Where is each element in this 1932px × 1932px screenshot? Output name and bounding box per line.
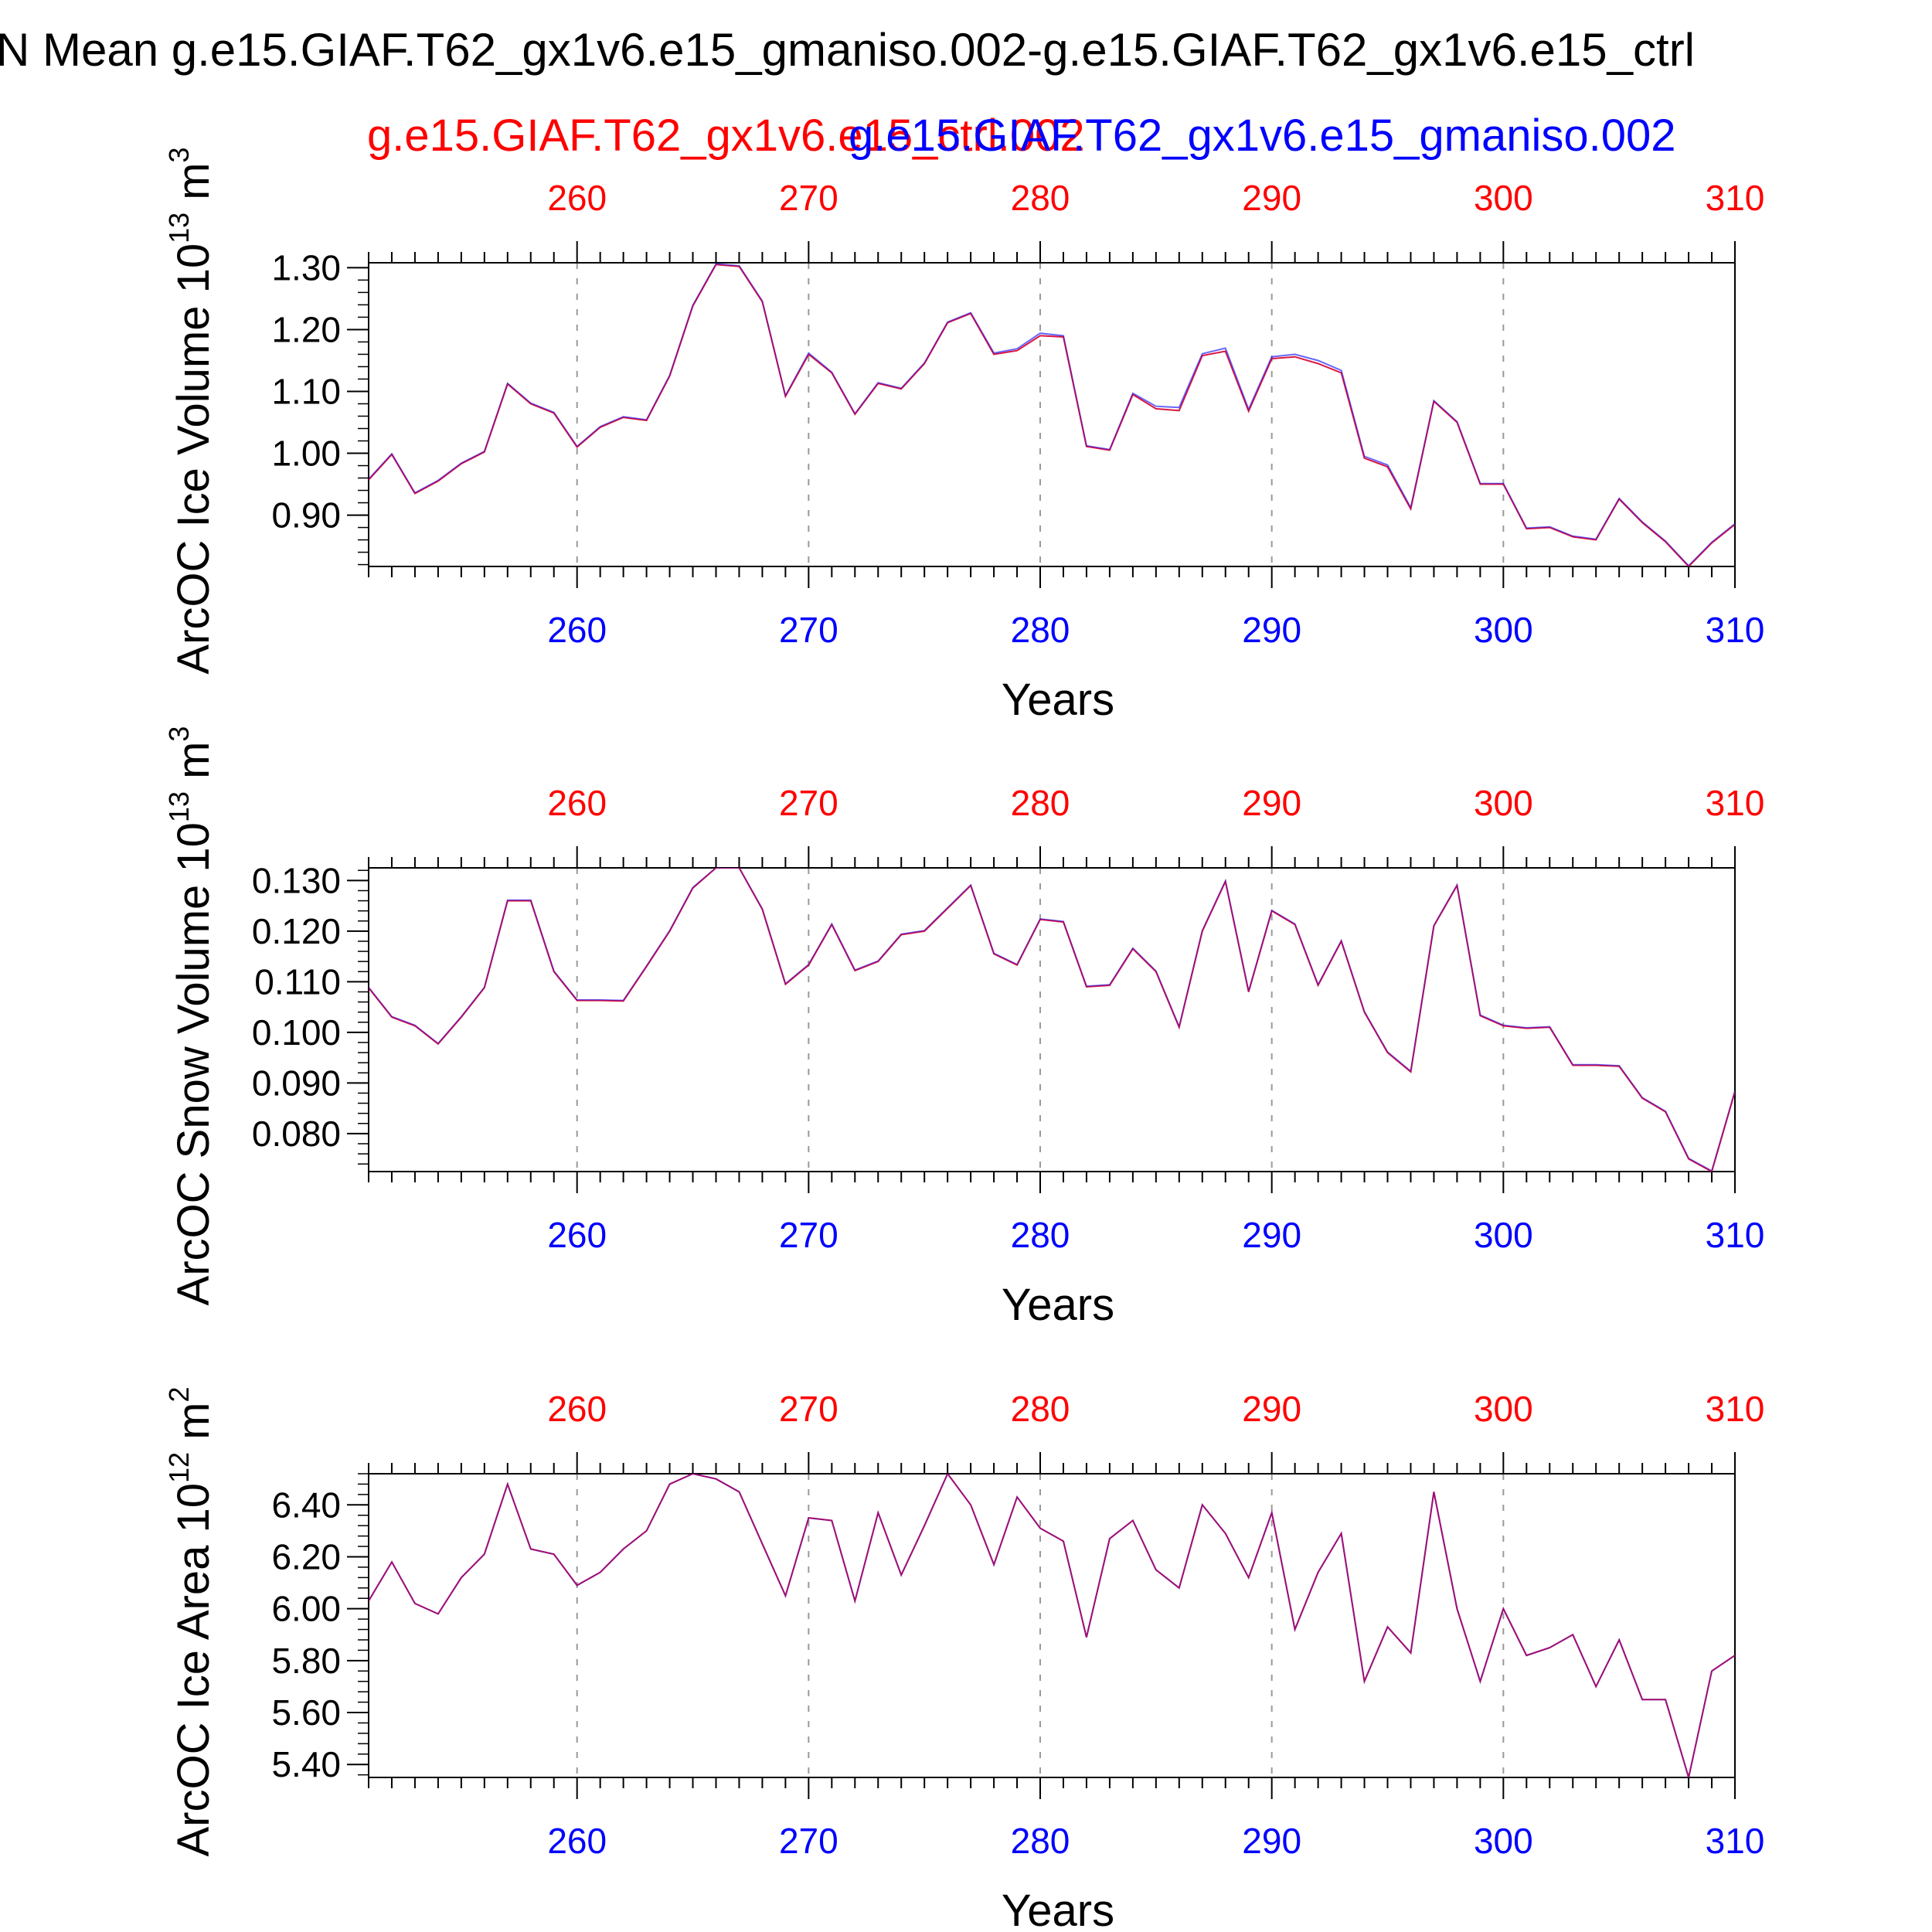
plot-frame <box>368 1473 1736 1778</box>
series-line-overlap <box>369 1474 1735 1777</box>
series-line-overlap <box>369 868 1735 1172</box>
plot-frame <box>368 262 1736 567</box>
y-axis-title: ArcOC Ice Volume 1013 m3 <box>163 147 219 674</box>
x-tick-label-top-290: 290 <box>1242 178 1301 218</box>
x-tick-label-top-300: 300 <box>1474 1389 1533 1429</box>
x-tick-label-bottom-260: 260 <box>547 1215 607 1255</box>
x-tick-label-bottom-310: 310 <box>1706 1215 1765 1255</box>
x-tick-label-bottom-300: 300 <box>1474 1215 1533 1255</box>
series-line-gmaniso <box>369 1474 1735 1777</box>
x-tick-label-top-270: 270 <box>779 783 838 823</box>
series-line-ctrl <box>369 1474 1735 1777</box>
y-tick-label-1.20: 1.20 <box>271 309 341 349</box>
x-tick-label-bottom-270: 270 <box>779 610 838 650</box>
y-tick-label-5.60: 5.60 <box>271 1692 341 1733</box>
x-tick-label-top-280: 280 <box>1011 783 1070 823</box>
x-tick-label-top-260: 260 <box>547 783 607 823</box>
y-axis-title-part: ArcOC Ice Volume 10 <box>168 243 219 675</box>
series-line-ctrl <box>369 868 1735 1172</box>
x-tick-label-bottom-290: 290 <box>1242 1215 1301 1255</box>
y-axis-title-part: 3 <box>163 726 195 742</box>
y-axis-title-part: m <box>168 162 219 212</box>
y-axis-title: ArcOC Ice Area 1012 m2 <box>163 1386 219 1856</box>
x-tick-label-bottom-310: 310 <box>1706 1821 1765 1861</box>
x-tick-label-bottom-260: 260 <box>547 610 607 650</box>
page-title: N Mean g.e15.GIAF.T62_gx1v6.e15_gmaniso.… <box>0 24 1695 76</box>
y-axis-title-part: ArcOC Ice Area 10 <box>168 1483 219 1857</box>
y-tick-label-0.100: 0.100 <box>252 1012 341 1053</box>
x-tick-label-top-280: 280 <box>1011 1389 1070 1429</box>
x-tick-label-top-270: 270 <box>779 1389 838 1429</box>
y-tick-label-0.120: 0.120 <box>252 911 341 951</box>
x-tick-label-bottom-300: 300 <box>1474 1821 1533 1861</box>
series-line-overlap <box>369 264 1735 566</box>
plot-frame <box>368 867 1736 1172</box>
x-tick-label-top-290: 290 <box>1242 783 1301 823</box>
y-axis-title-part: 3 <box>163 147 195 162</box>
y-tick-label-5.80: 5.80 <box>271 1641 341 1681</box>
y-axis-title-part: 12 <box>163 1452 195 1483</box>
y-tick-label-0.080: 0.080 <box>252 1114 341 1154</box>
x-tick-label-top-310: 310 <box>1706 1389 1765 1429</box>
x-tick-label-bottom-270: 270 <box>779 1215 838 1255</box>
x-tick-label-bottom-300: 300 <box>1474 610 1533 650</box>
x-tick-label-bottom-310: 310 <box>1706 610 1765 650</box>
x-tick-label-top-260: 260 <box>547 178 607 218</box>
y-axis-title-part: m <box>168 1403 219 1452</box>
x-axis-title: Years <box>1002 675 1114 725</box>
y-tick-label-1.30: 1.30 <box>271 247 341 287</box>
x-tick-label-top-310: 310 <box>1706 783 1765 823</box>
panel-snow-volume: 260 260 270 270 280 280 290 290 300 300 310 310 0.08… <box>163 726 1764 1330</box>
x-tick-label-bottom-290: 290 <box>1242 610 1301 650</box>
x-tick-label-top-270: 270 <box>779 178 838 218</box>
x-tick-label-bottom-280: 280 <box>1011 610 1070 650</box>
x-tick-label-top-280: 280 <box>1011 178 1070 218</box>
y-tick-label-5.40: 5.40 <box>271 1744 341 1784</box>
x-tick-label-top-300: 300 <box>1474 178 1533 218</box>
x-tick-label-top-290: 290 <box>1242 1389 1301 1429</box>
y-axis-title-part: 13 <box>163 791 195 822</box>
y-axis-title-part: m <box>168 742 219 791</box>
legend-gmaniso: g.e15.GIAF.T62_gx1v6.e15_gmaniso.002 <box>849 111 1676 161</box>
y-axis-title-part: 13 <box>163 213 195 243</box>
y-axis-title: ArcOC Snow Volume 1013 m3 <box>163 726 219 1306</box>
x-tick-label-bottom-280: 280 <box>1011 1215 1070 1255</box>
y-tick-label-0.90: 0.90 <box>271 495 341 536</box>
panel-ice-volume: 260 260 270 270 280 280 290 290 300 300 310 310 0.90… <box>163 147 1764 725</box>
series-line-gmaniso <box>369 868 1735 1172</box>
x-axis-title: Years <box>1002 1280 1114 1330</box>
y-axis-title-part: ArcOC Snow Volume 10 <box>168 822 219 1305</box>
panel-ice-area: 260 260 270 270 280 280 290 290 300 300 310 310 5.40… <box>163 1386 1764 1932</box>
y-tick-label-6.00: 6.00 <box>271 1589 341 1629</box>
y-tick-label-6.20: 6.20 <box>271 1536 341 1577</box>
y-axis-title-part: 2 <box>163 1386 195 1402</box>
x-tick-label-top-300: 300 <box>1474 783 1533 823</box>
y-tick-label-0.110: 0.110 <box>254 961 341 1002</box>
y-tick-label-0.090: 0.090 <box>252 1063 341 1103</box>
x-tick-label-top-310: 310 <box>1706 178 1765 218</box>
y-tick-label-6.40: 6.40 <box>271 1485 341 1525</box>
series-line-gmaniso <box>369 263 1735 566</box>
y-tick-label-0.130: 0.130 <box>252 860 341 900</box>
x-tick-label-bottom-290: 290 <box>1242 1821 1301 1861</box>
legend-ctrl: g.e15.GIAF.T62_gx1v6.e15_ctrl.002 <box>367 111 1085 161</box>
x-tick-label-bottom-280: 280 <box>1011 1821 1070 1861</box>
x-tick-label-bottom-270: 270 <box>779 1821 838 1861</box>
x-tick-label-top-260: 260 <box>547 1389 607 1429</box>
x-tick-label-bottom-260: 260 <box>547 1821 607 1861</box>
y-tick-label-1.10: 1.10 <box>271 371 341 411</box>
x-axis-title: Years <box>1002 1886 1114 1932</box>
series-line-ctrl <box>369 264 1735 566</box>
y-tick-label-1.00: 1.00 <box>271 434 341 474</box>
